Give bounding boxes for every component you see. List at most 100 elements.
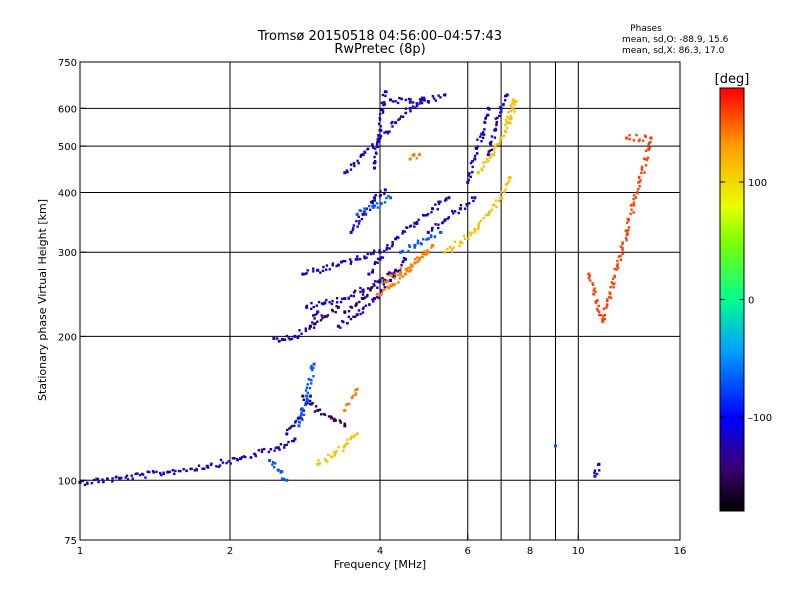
data-point	[378, 122, 381, 126]
data-point	[384, 94, 387, 98]
data-point	[504, 183, 508, 186]
data-point	[597, 304, 600, 308]
data-point	[390, 272, 393, 275]
data-point	[373, 297, 377, 301]
data-point	[371, 143, 374, 147]
data-point	[588, 274, 591, 278]
x-tick-label: 6	[465, 546, 471, 557]
data-point	[421, 238, 425, 241]
data-point	[488, 141, 492, 145]
data-point	[379, 193, 382, 197]
data-point	[608, 291, 611, 294]
data-point	[506, 115, 509, 119]
data-point	[97, 480, 100, 484]
data-point	[480, 132, 484, 136]
data-point	[613, 267, 616, 271]
data-point	[300, 413, 303, 416]
data-point	[316, 320, 319, 323]
data-point	[446, 217, 450, 220]
data-point	[276, 337, 279, 340]
data-point	[144, 476, 147, 479]
data-point	[473, 230, 477, 234]
data-point	[467, 174, 470, 177]
data-point	[197, 464, 201, 467]
data-point	[486, 153, 490, 157]
data-point	[325, 298, 328, 302]
data-point	[480, 169, 484, 172]
data-point	[449, 245, 452, 249]
data-point	[626, 217, 630, 221]
x-tick-label: 2	[227, 546, 233, 557]
data-point	[378, 250, 382, 254]
data-point	[401, 275, 405, 278]
data-point	[381, 256, 385, 259]
data-point	[511, 107, 514, 111]
data-point	[627, 219, 630, 222]
data-point	[391, 282, 394, 286]
data-point	[509, 109, 512, 113]
data-point	[171, 469, 174, 472]
data-point	[343, 297, 347, 301]
data-point	[304, 403, 307, 407]
data-point	[491, 204, 495, 207]
data-point	[496, 116, 499, 120]
data-point	[378, 280, 382, 284]
data-point	[90, 481, 93, 485]
data-point	[236, 459, 239, 462]
data-point	[302, 413, 306, 417]
data-point	[382, 280, 385, 283]
data-point	[605, 306, 608, 309]
data-point	[81, 479, 85, 483]
data-point	[399, 271, 403, 275]
chart-title: Tromsø 20150518 04:56:00–04:57:43	[257, 29, 502, 44]
data-point	[162, 471, 165, 474]
data-point	[634, 196, 638, 199]
data-point	[489, 143, 493, 146]
data-point	[308, 324, 312, 328]
data-point	[470, 231, 474, 235]
data-point	[383, 286, 386, 289]
data-point	[506, 181, 510, 185]
data-point	[311, 368, 314, 372]
data-point	[174, 469, 177, 473]
data-point	[390, 245, 394, 248]
data-point	[322, 265, 325, 269]
data-point	[608, 296, 611, 299]
data-point	[396, 270, 399, 273]
data-point	[483, 128, 486, 131]
data-point	[482, 161, 485, 164]
data-point	[499, 106, 502, 109]
data-point	[406, 269, 410, 273]
data-point	[289, 426, 292, 429]
data-point	[351, 395, 355, 398]
data-point	[417, 257, 421, 261]
data-point	[644, 164, 648, 167]
data-point	[465, 204, 469, 207]
data-point	[298, 421, 301, 424]
data-point	[413, 243, 417, 247]
data-point	[231, 457, 235, 460]
data-point	[616, 259, 619, 263]
data-point	[306, 269, 309, 272]
data-point	[371, 298, 374, 301]
data-point	[408, 225, 412, 228]
data-point	[195, 468, 198, 472]
data-point	[306, 398, 309, 402]
data-point	[495, 143, 498, 146]
data-point	[505, 93, 509, 97]
data-point	[185, 469, 188, 473]
data-point	[376, 206, 380, 209]
data-point	[426, 250, 430, 254]
data-point	[369, 252, 373, 256]
data-point	[358, 300, 361, 304]
data-point	[267, 458, 271, 462]
data-point	[596, 309, 600, 312]
data-point	[490, 148, 494, 151]
data-point	[605, 303, 609, 306]
data-point	[408, 266, 412, 269]
data-point	[367, 204, 371, 208]
data-point	[314, 405, 318, 408]
data-point	[632, 211, 635, 214]
data-point	[374, 147, 377, 150]
data-point	[621, 241, 624, 244]
